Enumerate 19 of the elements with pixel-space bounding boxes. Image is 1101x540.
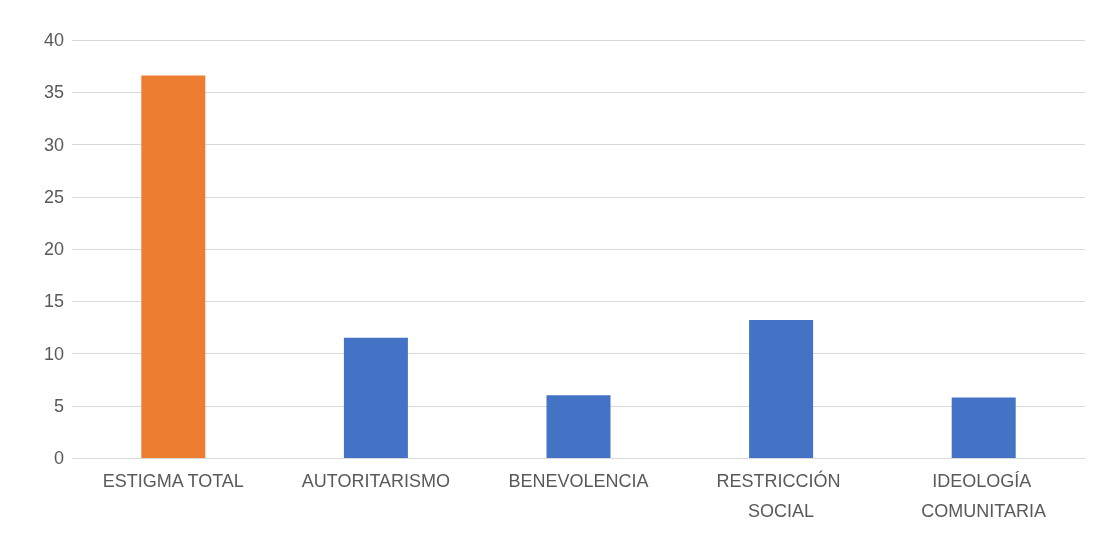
y-tick-label: 30 [43, 134, 64, 155]
y-tick-label: 25 [43, 186, 64, 207]
bar [951, 397, 1016, 458]
y-tick-label: 15 [43, 291, 64, 312]
y-tick-label: 40 [43, 30, 64, 50]
x-tick-label: BENEVOLENCIA [508, 471, 649, 491]
x-tick-label: ESTIGMA TOTAL [102, 471, 244, 491]
bar [343, 337, 408, 458]
y-tick-label: 35 [43, 82, 64, 103]
y-tick-label: 0 [53, 448, 64, 468]
x-tick-label: IDEOLOGÍA COMUNITARIA [921, 471, 1047, 521]
y-tick-label: 20 [43, 239, 64, 259]
bar [749, 320, 814, 458]
bar [141, 75, 206, 458]
x-tick-label: AUTORITARISMO [301, 471, 451, 491]
x-tick-label: RESTRICCIÓN SOCIAL [716, 470, 846, 521]
y-tick-label: 5 [53, 395, 64, 416]
bar [546, 395, 611, 458]
y-tick-label: 10 [43, 343, 64, 364]
